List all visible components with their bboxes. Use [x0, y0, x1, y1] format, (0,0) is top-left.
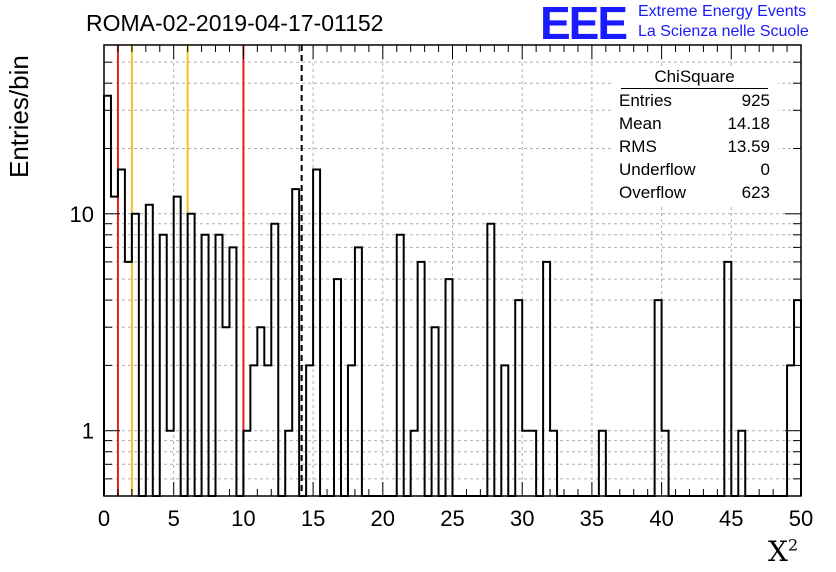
stats-box: ChiSquare Entries 925 Mean 14.18 RMS 13.…	[611, 66, 778, 204]
stats-row-entries: Entries 925	[611, 89, 778, 112]
stats-label: Underflow	[619, 160, 696, 179]
x-tick-label: 20	[371, 506, 395, 531]
eee-subtitle-line1: Extreme Energy Events	[638, 3, 807, 20]
stats-label: Mean	[619, 114, 662, 133]
x-axis-label: X2	[768, 535, 798, 568]
stats-row-underflow: Underflow 0	[611, 158, 778, 181]
x-tick-label: 10	[231, 506, 255, 531]
stats-label: RMS	[619, 137, 657, 156]
stats-value: 623	[741, 183, 770, 202]
y-tick-label: 1	[82, 419, 94, 444]
x-tick-label: 40	[649, 506, 673, 531]
stats-row-overflow: Overflow 623	[611, 181, 778, 204]
stats-label: Entries	[619, 91, 672, 110]
x-tick-label: 25	[440, 506, 464, 531]
stats-title: ChiSquare	[621, 66, 768, 89]
x-tick-label: 30	[510, 506, 534, 531]
stats-value: 0	[760, 160, 770, 179]
stats-row-rms: RMS 13.59	[611, 135, 778, 158]
x-axis-label-base: X	[768, 535, 788, 568]
eee-logo: EEE	[540, 0, 628, 49]
eee-subtitle-line2: La Scienza nelle Scuole	[638, 23, 809, 40]
x-tick-label: 50	[789, 506, 813, 531]
stats-value: 14.18	[727, 114, 770, 133]
x-tick-label: 15	[301, 506, 325, 531]
x-tick-label: 5	[168, 506, 180, 531]
y-axis-label: Entries/bin	[4, 55, 34, 178]
x-tick-label: 35	[580, 506, 604, 531]
stats-row-mean: Mean 14.18	[611, 112, 778, 135]
stats-value: 13.59	[727, 137, 770, 156]
chart-title: ROMA-02-2019-04-17-01152	[86, 10, 384, 36]
x-tick-label: 45	[719, 506, 743, 531]
stats-value: 925	[741, 91, 770, 110]
x-axis-label-sup: 2	[787, 535, 799, 555]
x-tick-label: 0	[98, 506, 110, 531]
stats-label: Overflow	[619, 183, 687, 202]
y-tick-label: 10	[70, 202, 94, 227]
